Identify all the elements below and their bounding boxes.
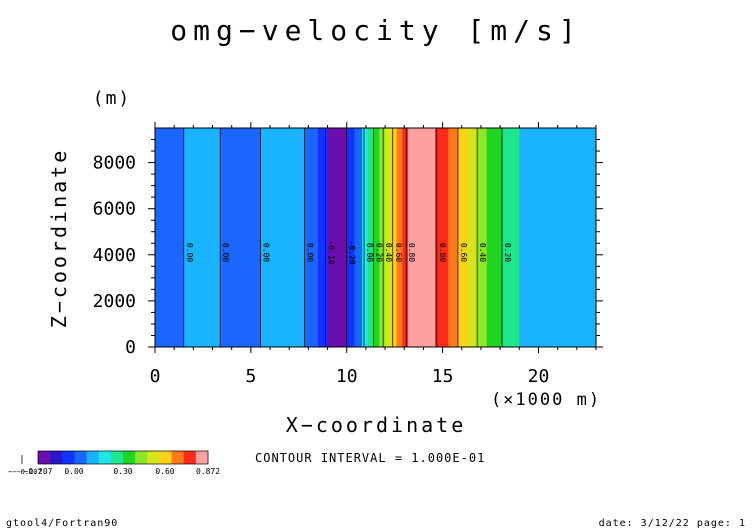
colorbar-swatch-4 <box>86 451 100 464</box>
colorbar-swatch-7 <box>123 451 136 464</box>
colorbar-tick-label-0: −0.207 <box>24 467 53 476</box>
heatmap-band-25 <box>519 128 597 347</box>
contour-label-1: 0.00 <box>221 243 230 262</box>
contour-label-6: 0.00 <box>365 243 374 262</box>
heatmap-band-2 <box>220 128 261 347</box>
colorbar-swatch-6 <box>110 451 124 464</box>
y-tick-label-0: 0 <box>125 337 136 358</box>
contour-label-11: 0.80 <box>438 243 447 262</box>
colorbar-tick-label-4: 0.872 <box>196 467 220 476</box>
colorbar-frame <box>37 450 209 465</box>
heatmap-band-6 <box>327 128 348 347</box>
heatmap-band-1 <box>183 128 221 347</box>
x-axis-label: X−coordinate <box>286 413 467 437</box>
contour-label-13: 0.40 <box>478 243 487 262</box>
y-tick-label-6000: 6000 <box>93 199 136 220</box>
heatmap-bands <box>155 128 597 347</box>
footer-left: gtool4/Fortran90 <box>6 518 118 529</box>
heatmap-band-13 <box>385 128 392 347</box>
heatmap-band-8 <box>354 128 363 347</box>
heatmap-band-21 <box>467 128 478 347</box>
contour-lines: 0.00 0.00 0.00 0.00 -0.10 -0.20 0.00 0.20 0.40 0.… <box>183 128 512 347</box>
x-axis: 0 5 10 15 20 <box>150 122 597 387</box>
heatmap-band-18 <box>434 128 449 347</box>
heatmap-band-11 <box>373 128 380 347</box>
plot-frame <box>154 127 597 348</box>
contour-label-9: 0.60 <box>394 243 403 262</box>
footer-right: date: 3/12/22 page: 1 <box>599 518 746 529</box>
x-tick-label-15: 15 <box>432 366 454 387</box>
contour-label-10: 0.80 <box>407 243 416 262</box>
colorbar-swatch-3 <box>74 451 87 464</box>
colorbar-swatch-8 <box>135 451 148 464</box>
x-tick-label-20: 20 <box>528 366 550 387</box>
heatmap-band-3 <box>260 128 306 347</box>
heatmap-band-14 <box>390 128 398 347</box>
y-axis: 0 2000 4000 6000 8000 <box>93 139 603 358</box>
colorbar-swatch-13 <box>195 451 209 464</box>
colorbar-tick-label-2: 0.30 <box>113 467 132 476</box>
contour-label-0: 0.00 <box>185 243 194 262</box>
heatmap-band-24 <box>502 128 520 347</box>
colorbar-swatch-1 <box>50 451 63 464</box>
contour-label-12: 0.60 <box>459 243 468 262</box>
contour-interval: CONTOUR INTERVAL = 1.000E-01 <box>255 451 485 465</box>
heatmap-band-10 <box>367 128 375 347</box>
contour-label-5: -0.20 <box>348 240 357 264</box>
colorbar: −−−0.207−0.207 0.00 0.30 0.60 0.872 <box>8 450 220 476</box>
colorbar-swatch-2 <box>62 451 75 464</box>
heatmap-band-12 <box>379 128 386 347</box>
heatmap-band-7 <box>346 128 355 347</box>
colorbar-swatch-5 <box>98 451 112 464</box>
colorbar-swatch-12 <box>183 451 197 464</box>
chart-title: omg−velocity [m/s] <box>170 14 581 47</box>
y-unit-label: (m) <box>93 88 132 109</box>
y-tick-label-8000: 8000 <box>93 153 136 174</box>
colorbar-swatch-9 <box>147 451 160 464</box>
heatmap-band-17 <box>408 128 436 347</box>
colorbar-tick-label-3: 0.60 <box>155 467 174 476</box>
colorbar-under-label: −−−0.207 <box>8 468 42 476</box>
heatmap-band-4 <box>304 128 319 347</box>
x-tick-label-10: 10 <box>336 366 358 387</box>
contour-label-7: 0.20 <box>375 243 384 262</box>
y-tick-label-2000: 2000 <box>93 291 136 312</box>
heatmap-band-0 <box>155 128 185 347</box>
x-tick-label-5: 5 <box>245 366 256 387</box>
x-unit-label: (×1000 m) <box>491 390 601 410</box>
colorbar-swatch-11 <box>171 451 185 464</box>
y-tick-label-4000: 4000 <box>93 245 136 266</box>
heatmap-band-19 <box>448 128 459 347</box>
heatmap-band-20 <box>457 128 469 347</box>
heatmap-band-9 <box>362 128 369 347</box>
heatmap-band-22 <box>477 128 488 347</box>
contour-label-3: 0.00 <box>306 243 315 262</box>
contour-label-14: 0.20 <box>503 243 512 262</box>
colorbar-swatch-10 <box>159 451 172 464</box>
colorbar-tick-label-1: 0.00 <box>64 467 83 476</box>
contour-label-4: -0.10 <box>327 240 336 264</box>
y-axis-label: Z−coordinate <box>47 148 71 329</box>
heatmap-band-5 <box>317 128 329 347</box>
contour-label-8: 0.40 <box>384 243 393 262</box>
heatmap-band-23 <box>486 128 503 347</box>
heatmap-band-15 <box>396 128 403 347</box>
x-tick-label-0: 0 <box>150 366 161 387</box>
colorbar-swatch-0 <box>38 451 51 464</box>
heatmap-band-16 <box>402 128 409 347</box>
contour-label-2: 0.00 <box>261 243 270 262</box>
